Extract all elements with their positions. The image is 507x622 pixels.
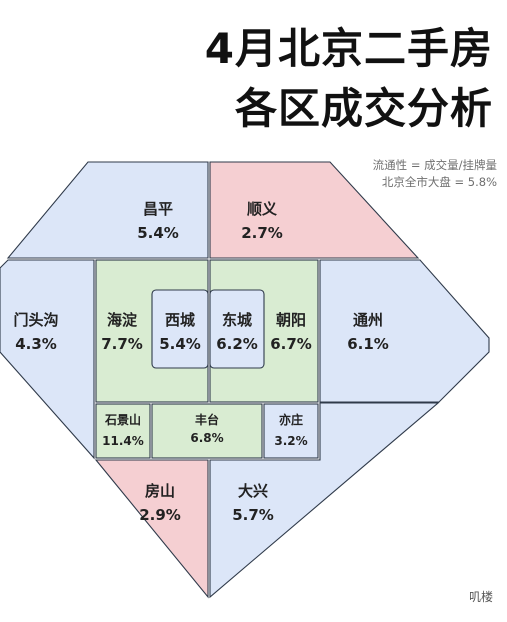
district-rate-yizhuang: 3.2% [274, 434, 307, 448]
district-rate-mentougou: 4.3% [15, 335, 57, 353]
region-shijingshan [95, 403, 151, 459]
district-rate-tongzhou: 6.1% [347, 335, 389, 353]
district-name-shijingshan: 石景山 [104, 412, 141, 427]
district-name-daxing: 大兴 [238, 482, 268, 500]
region-xicheng [151, 289, 209, 369]
district-name-yizhuang: 亦庄 [279, 412, 303, 427]
title-line-2: 各区成交分析 [234, 84, 493, 133]
region-shunyi [209, 161, 420, 259]
region-dongcheng [209, 289, 265, 369]
region-mentougou [0, 259, 95, 460]
district-rate-xicheng: 5.4% [159, 335, 201, 353]
region-changping [6, 161, 209, 259]
district-rate-shunyi: 2.7% [241, 224, 283, 242]
district-name-dongcheng: 东城 [222, 311, 252, 329]
district-name-fengtai: 丰台 [195, 412, 219, 427]
region-daxing [209, 402, 440, 599]
title-line-1: 4月北京二手房 [204, 24, 493, 73]
district-name-changping: 昌平 [143, 200, 173, 218]
district-name-tongzhou: 通州 [353, 311, 383, 329]
district-name-chaoyang: 朝阳 [276, 311, 306, 329]
watermark: 叽楼 [468, 590, 493, 604]
region-fangshan [94, 459, 209, 599]
district-rate-changping: 5.4% [137, 224, 179, 242]
formula-note: 流通性 = 成交量/挂牌量 [372, 158, 497, 172]
district-rate-daxing: 5.7% [232, 506, 274, 524]
district-rate-haidian: 7.7% [101, 335, 143, 353]
region-fengtai [151, 403, 263, 459]
region-tongzhou [319, 259, 490, 403]
district-name-shunyi: 顺义 [247, 200, 277, 218]
district-name-fangshan: 房山 [145, 482, 175, 500]
district-name-mentougou: 门头沟 [13, 311, 58, 329]
district-rate-shijingshan: 11.4% [102, 434, 144, 448]
district-rate-fengtai: 6.8% [190, 431, 223, 445]
region-yizhuang [263, 403, 319, 459]
district-rate-chaoyang: 6.7% [270, 335, 312, 353]
district-rate-fangshan: 2.9% [139, 506, 181, 524]
district-name-xicheng: 西城 [165, 311, 195, 329]
district-rate-dongcheng: 6.2% [216, 335, 258, 353]
city-average-note: 北京全市大盘 = 5.8% [381, 175, 497, 189]
district-name-haidian: 海淀 [107, 311, 138, 329]
